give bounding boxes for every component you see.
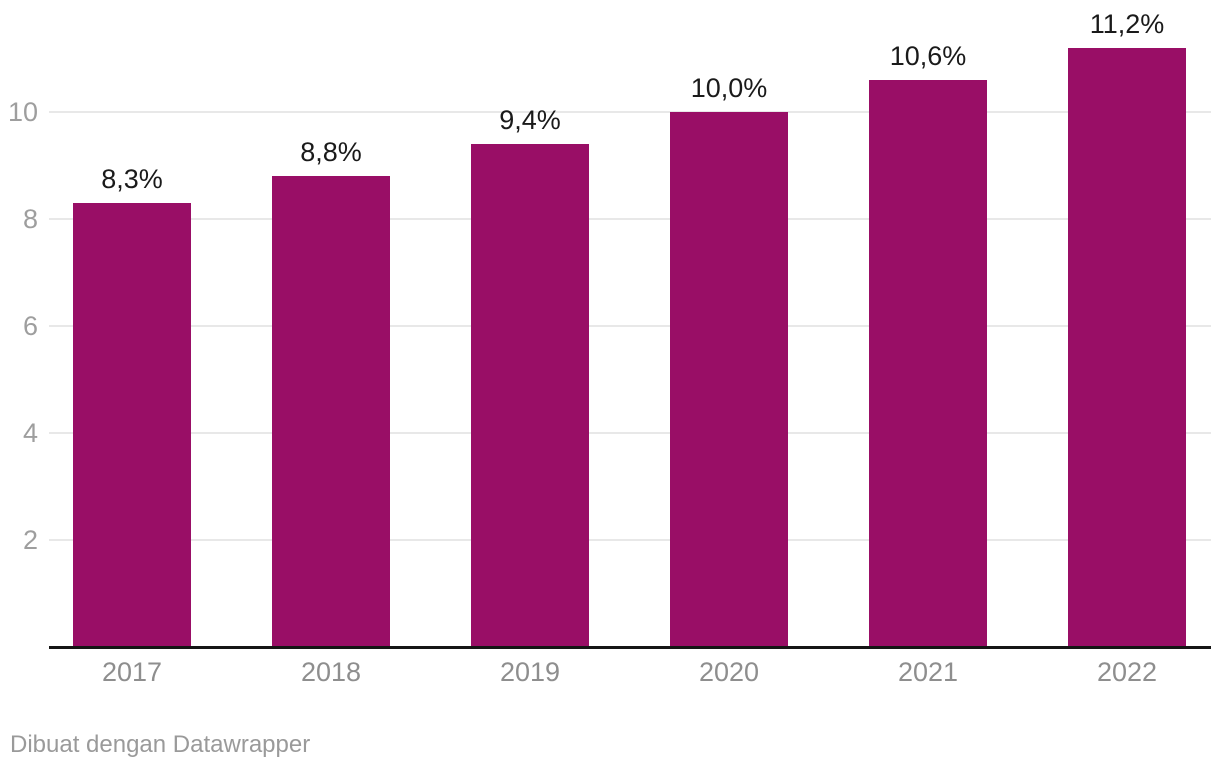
value-label-2021: 10,6%	[889, 41, 967, 71]
value-label-2022: 11,2%	[1089, 9, 1165, 39]
y-tick-label-6: 6	[22, 311, 38, 341]
bar-2022[interactable]	[1068, 48, 1186, 646]
attribution-text: Dibuat dengan	[10, 731, 173, 758]
bar-2017[interactable]	[73, 203, 191, 646]
value-label-2020: 10,0%	[690, 73, 768, 103]
bar-2018[interactable]	[272, 176, 390, 646]
gridline-y-8	[49, 218, 1211, 220]
attribution: Dibuat dengan Datawrapper	[10, 730, 310, 760]
x-axis-line	[49, 646, 1211, 649]
gridline-y-10	[49, 111, 1211, 113]
value-label-2019: 9,4%	[499, 105, 561, 135]
x-tick-label-2020: 2020	[698, 657, 760, 687]
y-tick-label-8: 8	[22, 204, 38, 234]
gridline-y-6	[49, 325, 1211, 327]
y-tick-label-10: 10	[7, 97, 38, 127]
x-tick-label-2017: 2017	[101, 657, 163, 687]
y-tick-label-4: 4	[22, 418, 38, 448]
y-tick-label-2: 2	[22, 525, 38, 555]
x-tick-label-2019: 2019	[499, 657, 561, 687]
bar-2021[interactable]	[869, 80, 987, 646]
plot-area: 2 4 6 8 10 8,3% 2017 8,8% 2018 9,4% 2019 10,0% 2020 1…	[7, 9, 1211, 687]
x-tick-label-2022: 2022	[1096, 657, 1158, 687]
x-tick-label-2021: 2021	[897, 657, 959, 687]
bar-2020[interactable]	[670, 112, 788, 646]
gridline-y-4	[49, 432, 1211, 434]
bar-2019[interactable]	[471, 144, 589, 646]
datawrapper-link[interactable]: Datawrapper	[172, 731, 311, 758]
value-label-2018: 8,8%	[300, 137, 362, 167]
value-label-2017: 8,3%	[101, 164, 163, 194]
gridline-y-2	[49, 539, 1211, 541]
x-tick-label-2018: 2018	[300, 657, 362, 687]
